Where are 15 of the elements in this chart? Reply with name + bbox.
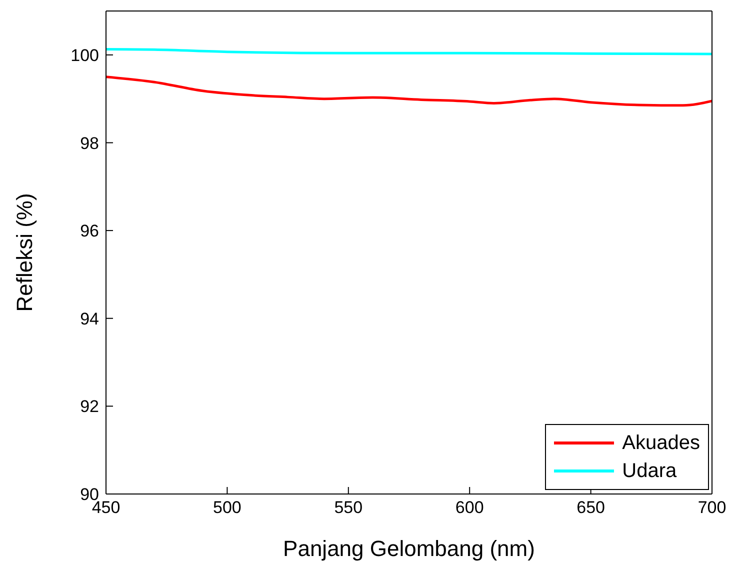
y-axis-title: Refleksi (%) — [12, 193, 37, 312]
x-tick-label: 600 — [455, 498, 484, 518]
y-tick-label: 100 — [70, 46, 99, 65]
y-tick-label: 94 — [80, 309, 99, 328]
legend-label: Udara — [622, 459, 677, 484]
line-series — [106, 76, 712, 107]
y-tick-label: 92 — [80, 397, 99, 416]
x-tick-label: 500 — [213, 498, 242, 518]
x-tick-label: 550 — [334, 498, 363, 518]
x-tick-label: 650 — [576, 498, 605, 518]
legend-label: Akuades — [622, 431, 700, 456]
x-axis-title: Panjang Gelombang (nm) — [283, 536, 535, 561]
x-tick-label: 700 — [698, 498, 726, 518]
y-tick-label: 96 — [80, 222, 99, 241]
y-tick-label: 98 — [80, 134, 99, 153]
